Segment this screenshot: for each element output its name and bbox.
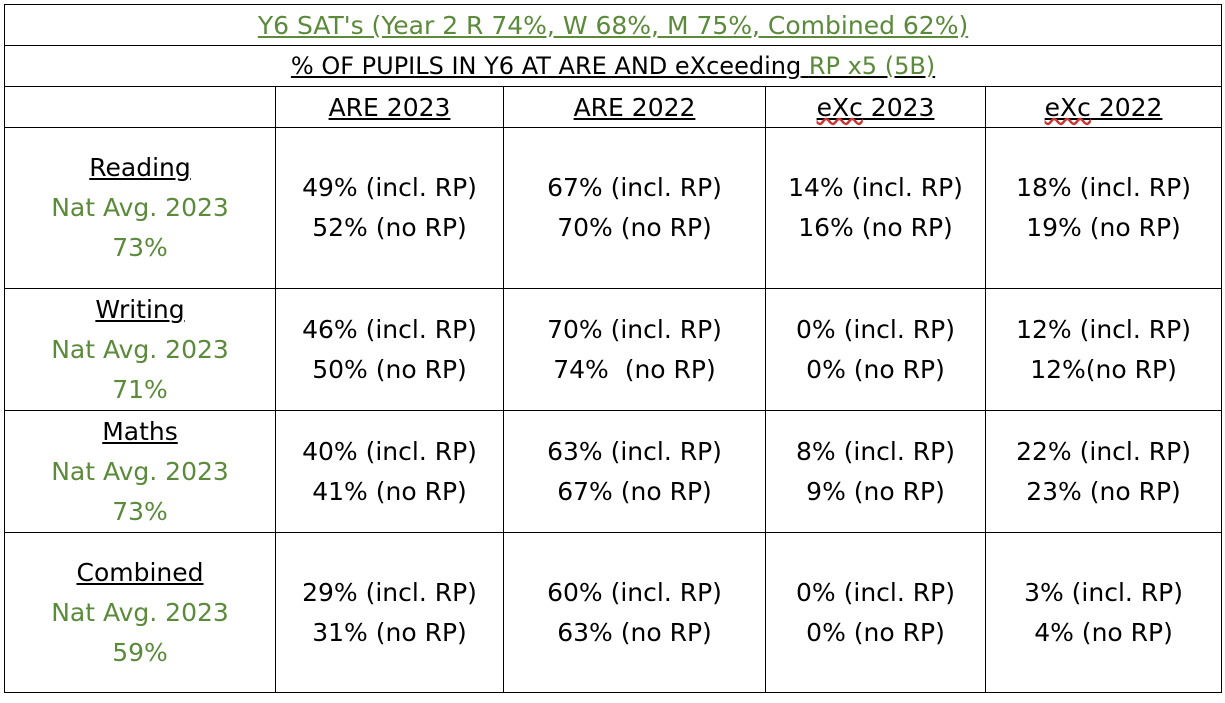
subject-cell-combined: Combined Nat Avg. 2023 59% xyxy=(4,532,276,693)
cell-maths-exc-2023: 8% (incl. RP) 9% (no RP) xyxy=(765,410,986,533)
value-incl-rp: 60% (incl. RP) xyxy=(547,577,722,607)
value-incl-rp: 70% (incl. RP) xyxy=(547,314,722,344)
value-no-rp: 19% (no RP) xyxy=(1026,213,1181,242)
header-are-2022: ARE 2022 xyxy=(503,86,766,128)
cell-combined-exc-2022: 3% (incl. RP) 4% (no RP) xyxy=(984,532,1223,693)
national-average-label: Nat Avg. 2023 xyxy=(51,193,229,222)
value-incl-rp: 22% (incl. RP) xyxy=(1016,436,1191,466)
value-no-rp: 70% (no RP) xyxy=(557,213,712,242)
value-no-rp: 0% (no RP) xyxy=(806,617,945,647)
national-average-value: 73% xyxy=(112,233,168,262)
cell-reading-exc-2022: 18% (incl. RP) 19% (no RP) xyxy=(984,127,1223,289)
cell-writing-are-2023: 46% (incl. RP) 50% (no RP) xyxy=(275,288,504,411)
subtitle-main: % OF PUPILS IN Y6 AT ARE AND eXceeding xyxy=(290,52,802,80)
value-no-rp: 12%(no RP) xyxy=(1030,354,1177,384)
subtitle-row: % OF PUPILS IN Y6 AT ARE AND eXceeding R… xyxy=(3,45,1223,87)
cell-writing-exc-2022: 12% (incl. RP) 12%(no RP) xyxy=(984,288,1223,411)
cell-writing-exc-2023: 0% (incl. RP) 0% (no RP) xyxy=(765,288,986,411)
header-are-2023: ARE 2023 xyxy=(275,86,504,128)
value-no-rp: 0% (no RP) xyxy=(806,354,945,384)
value-incl-rp: 49% (incl. RP) xyxy=(302,173,477,202)
header-are-2022-label: ARE 2022 xyxy=(573,92,696,122)
column-header-row: ARE 2023 ARE 2022 eXc 2023 eXc 2022 xyxy=(4,86,1223,128)
cell-combined-are-2023: 29% (incl. RP) 31% (no RP) xyxy=(275,532,504,693)
header-exc-2023: eXc 2023 xyxy=(765,86,986,128)
value-incl-rp: 12% (incl. RP) xyxy=(1016,314,1191,344)
header-exc-2022-year: 2022 xyxy=(1090,92,1163,122)
subject-label: Maths xyxy=(102,416,178,446)
header-exc-2023-year: 2023 xyxy=(862,92,935,122)
header-blank xyxy=(4,86,276,128)
value-no-rp: 67% (no RP) xyxy=(557,476,712,506)
cell-reading-are-2022: 67% (incl. RP) 70% (no RP) xyxy=(503,127,766,289)
subject-cell-reading: Reading Nat Avg. 2023 73% xyxy=(4,127,276,289)
cell-combined-are-2022: 60% (incl. RP) 63% (no RP) xyxy=(503,532,766,693)
value-no-rp: 74% (no RP) xyxy=(553,354,716,384)
table-row-maths: Maths Nat Avg. 2023 73% 40% (incl. RP) 4… xyxy=(4,410,1223,533)
table-row-reading: Reading Nat Avg. 2023 73% 49% (incl. RP)… xyxy=(4,127,1223,289)
table-row-combined: Combined Nat Avg. 2023 59% 29% (incl. RP… xyxy=(4,532,1223,693)
value-incl-rp: 29% (incl. RP) xyxy=(302,577,477,607)
cell-combined-exc-2023: 0% (incl. RP) 0% (no RP) xyxy=(765,532,986,693)
cell-writing-are-2022: 70% (incl. RP) 74% (no RP) xyxy=(503,288,766,411)
value-incl-rp: 46% (incl. RP) xyxy=(302,314,477,344)
subject-cell-writing: Writing Nat Avg. 2023 71% xyxy=(4,288,276,411)
value-no-rp: 31% (no RP) xyxy=(312,617,467,647)
table-title-cell: Y6 SAT's (Year 2 R 74%, W 68%, M 75%, Co… xyxy=(3,4,1223,46)
cell-maths-are-2022: 63% (incl. RP) 67% (no RP) xyxy=(503,410,766,533)
value-incl-rp: 0% (incl. RP) xyxy=(796,577,955,607)
cell-reading-exc-2023: 14% (incl. RP) 16% (no RP) xyxy=(765,127,986,289)
sats-results-table: Y6 SAT's (Year 2 R 74%, W 68%, M 75%, Co… xyxy=(3,4,1223,693)
title-row: Y6 SAT's (Year 2 R 74%, W 68%, M 75%, Co… xyxy=(3,4,1223,46)
value-incl-rp: 8% (incl. RP) xyxy=(796,436,955,466)
cell-maths-are-2023: 40% (incl. RP) 41% (no RP) xyxy=(275,410,504,533)
subtitle-suffix: RP x5 (5B) xyxy=(808,52,936,80)
national-average-value: 71% xyxy=(112,374,168,404)
header-exc-2022-prefix: eXc xyxy=(1044,92,1091,122)
header-exc-2023-label: eXc 2023 xyxy=(817,93,935,122)
value-incl-rp: 40% (incl. RP) xyxy=(302,436,477,466)
subject-label: Combined xyxy=(76,557,204,587)
table-subtitle: % OF PUPILS IN Y6 AT ARE AND eXceeding R… xyxy=(291,52,935,80)
value-incl-rp: 3% (incl. RP) xyxy=(1024,577,1183,607)
value-no-rp: 41% (no RP) xyxy=(312,476,467,506)
cell-reading-are-2023: 49% (incl. RP) 52% (no RP) xyxy=(275,127,504,289)
table-row-writing: Writing Nat Avg. 2023 71% 46% (incl. RP)… xyxy=(4,288,1223,411)
value-no-rp: 4% (no RP) xyxy=(1034,617,1173,647)
national-average-label: Nat Avg. 2023 xyxy=(51,334,229,364)
subject-label: Writing xyxy=(95,294,185,324)
national-average-label: Nat Avg. 2023 xyxy=(51,597,229,627)
value-no-rp: 9% (no RP) xyxy=(806,476,945,506)
value-no-rp: 50% (no RP) xyxy=(312,354,467,384)
national-average-value: 59% xyxy=(112,637,168,667)
subject-cell-maths: Maths Nat Avg. 2023 73% xyxy=(4,410,276,533)
value-incl-rp: 14% (incl. RP) xyxy=(788,173,963,202)
value-incl-rp: 0% (incl. RP) xyxy=(796,314,955,344)
value-no-rp: 63% (no RP) xyxy=(557,617,712,647)
value-no-rp: 52% (no RP) xyxy=(312,213,467,242)
value-incl-rp: 63% (incl. RP) xyxy=(547,436,722,466)
value-no-rp: 23% (no RP) xyxy=(1026,476,1181,506)
header-are-2023-label: ARE 2023 xyxy=(328,92,451,122)
subject-label: Reading xyxy=(89,153,191,182)
cell-maths-exc-2022: 22% (incl. RP) 23% (no RP) xyxy=(984,410,1223,533)
national-average-value: 73% xyxy=(112,496,168,526)
value-no-rp: 16% (no RP) xyxy=(798,213,953,242)
value-incl-rp: 18% (incl. RP) xyxy=(1016,173,1191,202)
table-title: Y6 SAT's (Year 2 R 74%, W 68%, M 75%, Co… xyxy=(257,10,969,40)
table-subtitle-cell: % OF PUPILS IN Y6 AT ARE AND eXceeding R… xyxy=(3,45,1223,87)
national-average-label: Nat Avg. 2023 xyxy=(51,456,229,486)
header-exc-2023-prefix: eXc xyxy=(816,92,863,122)
header-exc-2022: eXc 2022 xyxy=(984,86,1223,128)
header-exc-2022-label: eXc 2022 xyxy=(1045,93,1163,122)
value-incl-rp: 67% (incl. RP) xyxy=(547,173,722,202)
